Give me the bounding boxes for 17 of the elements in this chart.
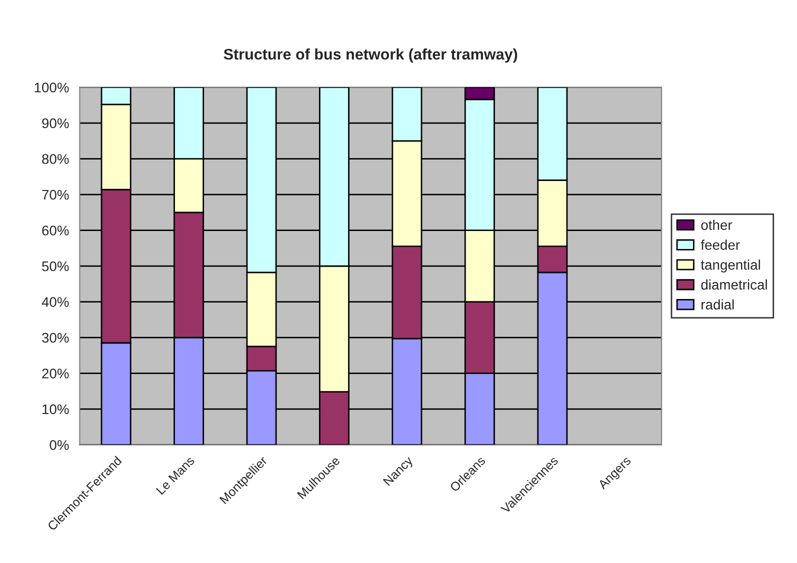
- y-tick-label: 70%: [42, 190, 69, 200]
- y-tick-label: 90%: [42, 118, 69, 128]
- legend-label: other: [701, 220, 732, 230]
- legend-label: tangential: [700, 260, 760, 272]
- y-tick-label: 40%: [42, 297, 69, 307]
- legend-label: radial: [702, 299, 734, 310]
- chart-title: Structure of bus network (after tramway): [224, 48, 518, 63]
- y-tick-label: 80%: [42, 154, 69, 164]
- y-tick-label: 20%: [42, 368, 69, 378]
- y-tick-label: 0%: [50, 440, 69, 450]
- y-tick-label: 30%: [42, 332, 69, 343]
- y-tick-label: 60%: [42, 226, 69, 236]
- legend-label: diametrical: [701, 279, 767, 290]
- y-tick-label: 100%: [34, 82, 69, 92]
- y-tick-label: 10%: [42, 404, 69, 414]
- y-tick-label: 50%: [42, 261, 69, 272]
- legend-label: feeder: [700, 240, 740, 250]
